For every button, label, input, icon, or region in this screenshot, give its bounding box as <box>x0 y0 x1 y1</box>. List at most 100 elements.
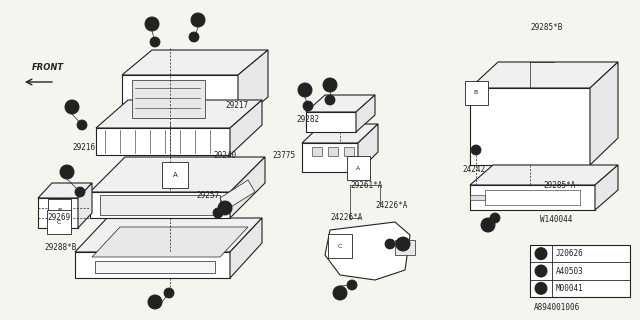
Text: 29217: 29217 <box>225 100 248 109</box>
Circle shape <box>303 101 313 111</box>
Circle shape <box>213 208 223 218</box>
Polygon shape <box>122 50 268 75</box>
Circle shape <box>323 78 337 92</box>
Text: 2: 2 <box>539 268 543 274</box>
Polygon shape <box>590 62 618 165</box>
Polygon shape <box>122 75 238 122</box>
Text: 3: 3 <box>303 87 307 93</box>
Polygon shape <box>100 195 220 215</box>
Text: 29288*B: 29288*B <box>44 243 76 252</box>
Text: 29282: 29282 <box>296 116 319 124</box>
Polygon shape <box>595 165 618 210</box>
Polygon shape <box>470 88 590 165</box>
Text: 1: 1 <box>223 205 227 211</box>
Polygon shape <box>230 157 265 218</box>
Circle shape <box>145 17 159 31</box>
Circle shape <box>481 218 495 232</box>
Text: C: C <box>57 220 61 225</box>
Text: 29285*A: 29285*A <box>543 180 575 189</box>
Bar <box>530 245 630 297</box>
Text: 1: 1 <box>338 290 342 296</box>
Text: 2: 2 <box>65 169 69 175</box>
Circle shape <box>396 237 410 251</box>
Text: 29285*B: 29285*B <box>530 23 563 33</box>
Polygon shape <box>325 222 410 280</box>
Polygon shape <box>75 252 230 278</box>
Circle shape <box>298 83 312 97</box>
Polygon shape <box>90 192 230 218</box>
Text: 24226*A: 24226*A <box>330 213 362 222</box>
Text: B: B <box>57 209 61 213</box>
Circle shape <box>191 13 205 27</box>
Polygon shape <box>132 80 205 118</box>
Circle shape <box>490 213 500 223</box>
Circle shape <box>471 145 481 155</box>
Text: 2: 2 <box>70 104 74 110</box>
Text: B: B <box>474 91 478 95</box>
Circle shape <box>164 288 174 298</box>
Polygon shape <box>230 100 262 155</box>
Text: 1: 1 <box>153 299 157 305</box>
Text: 29240: 29240 <box>213 150 236 159</box>
Text: 23775: 23775 <box>273 150 296 159</box>
Polygon shape <box>306 112 356 132</box>
Polygon shape <box>95 261 215 273</box>
Text: A894001006: A894001006 <box>534 303 580 312</box>
Polygon shape <box>38 183 92 198</box>
Circle shape <box>148 295 162 309</box>
Text: A: A <box>173 172 177 178</box>
Polygon shape <box>238 50 268 122</box>
Text: W140044: W140044 <box>540 215 572 225</box>
Circle shape <box>535 248 547 260</box>
Polygon shape <box>302 143 358 172</box>
Polygon shape <box>96 128 230 155</box>
Circle shape <box>333 286 347 300</box>
Polygon shape <box>230 218 262 278</box>
Circle shape <box>535 265 547 277</box>
Circle shape <box>535 282 547 294</box>
Polygon shape <box>92 227 248 257</box>
Polygon shape <box>344 147 354 156</box>
Circle shape <box>385 239 395 249</box>
Text: FRONT: FRONT <box>32 63 64 72</box>
Text: 24226*A: 24226*A <box>375 201 408 210</box>
Circle shape <box>75 187 85 197</box>
Text: 2: 2 <box>196 17 200 23</box>
Polygon shape <box>90 157 265 192</box>
Text: 3: 3 <box>539 285 543 291</box>
Text: 1: 1 <box>401 241 405 247</box>
Polygon shape <box>96 100 262 128</box>
Polygon shape <box>328 147 338 156</box>
Text: A40503: A40503 <box>556 267 584 276</box>
Polygon shape <box>75 218 262 252</box>
Polygon shape <box>78 183 92 228</box>
Polygon shape <box>356 95 375 132</box>
Circle shape <box>60 165 74 179</box>
Text: M00041: M00041 <box>556 284 584 293</box>
Circle shape <box>347 280 357 290</box>
Circle shape <box>77 120 87 130</box>
Polygon shape <box>470 62 618 88</box>
Text: J20626: J20626 <box>556 249 584 258</box>
Polygon shape <box>220 180 255 210</box>
Polygon shape <box>358 124 378 172</box>
Polygon shape <box>38 198 78 228</box>
Text: 29216: 29216 <box>72 143 95 153</box>
Circle shape <box>325 95 335 105</box>
Polygon shape <box>470 195 485 200</box>
Text: C: C <box>338 244 342 249</box>
Polygon shape <box>395 240 415 255</box>
Polygon shape <box>470 185 595 210</box>
Polygon shape <box>312 147 322 156</box>
Text: 24242: 24242 <box>462 165 485 174</box>
Circle shape <box>150 37 160 47</box>
Text: 29269: 29269 <box>47 212 70 221</box>
Circle shape <box>189 32 199 42</box>
Polygon shape <box>306 95 375 112</box>
Polygon shape <box>470 165 618 185</box>
Circle shape <box>65 100 79 114</box>
Circle shape <box>218 201 232 215</box>
Text: A: A <box>356 165 360 171</box>
Text: 3: 3 <box>150 21 154 27</box>
Polygon shape <box>302 124 378 143</box>
